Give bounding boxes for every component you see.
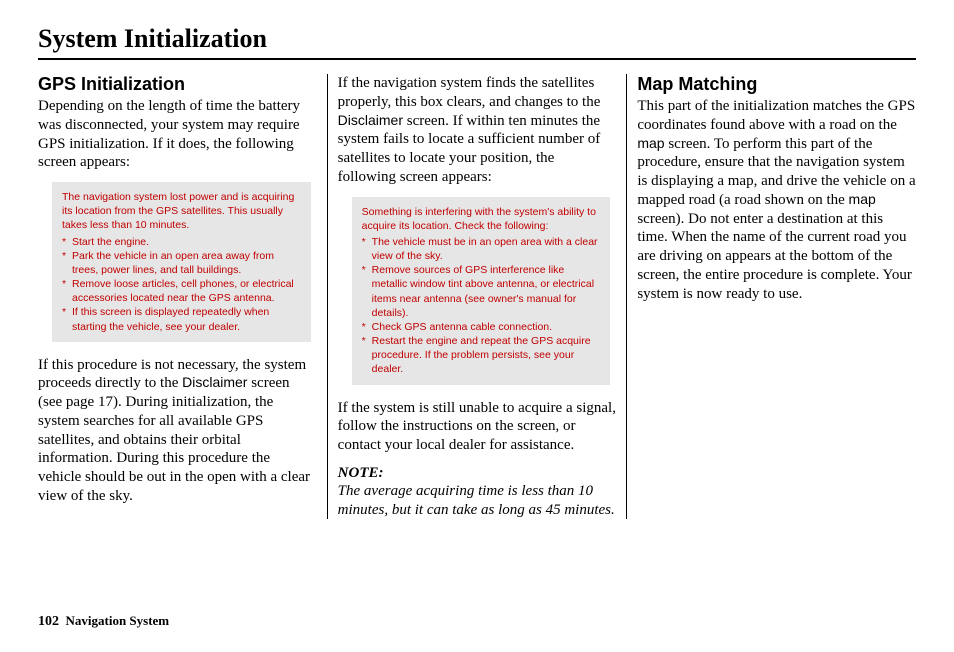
box1-intro: The navigation system lost power and is … bbox=[62, 190, 301, 233]
box2-item: Check GPS antenna cable connection. bbox=[362, 320, 601, 334]
text-part: If the navigation system finds the satel… bbox=[338, 75, 601, 110]
gps-init-intro: Depending on the length of time the batt… bbox=[38, 97, 317, 172]
text-part: This part of the initialization matches … bbox=[637, 98, 915, 133]
unable-acquire-text: If the system is still unable to acquire… bbox=[338, 399, 617, 455]
gps-lost-power-box: The navigation system lost power and is … bbox=[52, 182, 311, 342]
note-label: NOTE: bbox=[338, 465, 617, 482]
text-part: screen). Do not enter a destination at t… bbox=[637, 211, 912, 302]
map-matching-heading: Map Matching bbox=[637, 74, 916, 95]
box2-intro: Something is interfering with the system… bbox=[362, 205, 601, 233]
box1-item: Remove loose articles, cell phones, or e… bbox=[62, 277, 301, 305]
map-matching-text: This part of the initialization matches … bbox=[637, 97, 916, 303]
box1-item: If this screen is displayed repeatedly w… bbox=[62, 305, 301, 333]
page-title: System Initialization bbox=[38, 24, 916, 60]
satellites-found-text: If the navigation system finds the satel… bbox=[338, 74, 617, 187]
columns-container: GPS Initialization Depending on the leng… bbox=[38, 74, 916, 519]
box2-list: The vehicle must be in an open area with… bbox=[362, 235, 601, 377]
box1-list: Start the engine. Park the vehicle in an… bbox=[62, 235, 301, 334]
column-1: GPS Initialization Depending on the leng… bbox=[38, 74, 327, 519]
box2-item: Remove sources of GPS interference like … bbox=[362, 263, 601, 320]
disclaimer-ref: Disclaimer bbox=[338, 112, 403, 128]
box2-item: The vehicle must be in an open area with… bbox=[362, 235, 601, 263]
note-text: The average acquiring time is less than … bbox=[338, 482, 617, 520]
disclaimer-ref: Disclaimer bbox=[182, 374, 247, 390]
map-ref: map bbox=[637, 135, 664, 151]
gps-init-followup: If this procedure is not necessary, the … bbox=[38, 356, 317, 506]
column-3: Map Matching This part of the initializa… bbox=[626, 74, 916, 519]
text-part: screen (see page 17). During initializat… bbox=[38, 375, 310, 504]
footer-label: Navigation System bbox=[66, 613, 170, 628]
page-footer: 102 Navigation System bbox=[38, 613, 169, 630]
box1-item: Park the vehicle in an open area away fr… bbox=[62, 249, 301, 277]
box1-item: Start the engine. bbox=[62, 235, 301, 249]
gps-interference-box: Something is interfering with the system… bbox=[352, 197, 611, 385]
box2-item: Restart the engine and repeat the GPS ac… bbox=[362, 334, 601, 377]
page-number: 102 bbox=[38, 614, 59, 629]
map-ref: map bbox=[849, 191, 876, 207]
gps-init-heading: GPS Initialization bbox=[38, 74, 317, 95]
column-2: If the navigation system finds the satel… bbox=[327, 74, 627, 519]
